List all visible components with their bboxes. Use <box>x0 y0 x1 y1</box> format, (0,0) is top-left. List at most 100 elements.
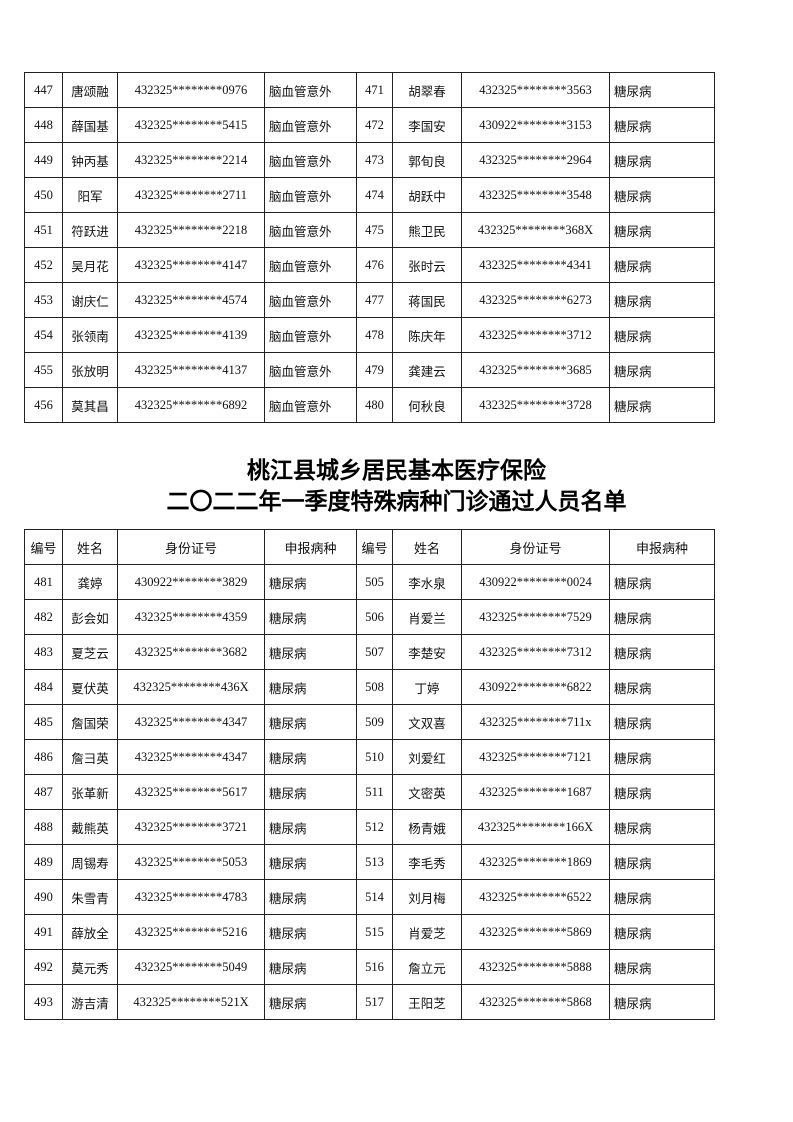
table-cell: 糖尿病 <box>264 879 357 915</box>
table-row: 481 龚婷 430922********3829 糖尿病 505 李水泉 430922**… <box>24 564 715 600</box>
table-cell: 身份证号 <box>461 529 610 565</box>
table-cell: 432325********4341 <box>461 247 610 283</box>
table-cell: 480 <box>356 387 393 423</box>
table-cell: 483 <box>24 634 63 670</box>
table-cell: 448 <box>24 107 63 143</box>
table-cell: 糖尿病 <box>609 739 715 775</box>
table-cell: 脑血管意外 <box>264 387 357 423</box>
table-cell: 479 <box>356 352 393 388</box>
table-row: 484 夏伏英 432325********436X 糖尿病 508 丁婷 430922**… <box>24 669 715 705</box>
table-cell: 李楚安 <box>392 634 462 670</box>
table-cell: 杨青娥 <box>392 809 462 845</box>
table-cell: 432325********3682 <box>117 634 265 670</box>
table-cell: 432325********521X <box>117 984 265 1020</box>
table-cell: 507 <box>356 634 393 670</box>
table-cell: 身份证号 <box>117 529 265 565</box>
table-row: 488 戴熊英 432325********3721 糖尿病 512 杨青娥 432325*… <box>24 809 715 845</box>
table-cell: 453 <box>24 282 63 318</box>
table-cell: 糖尿病 <box>609 844 715 880</box>
table-cell: 486 <box>24 739 63 775</box>
table-cell: 文密英 <box>392 774 462 810</box>
table-row: 490 朱雪青 432325********4783 糖尿病 514 刘月梅 432325*… <box>24 879 715 915</box>
table-cell: 糖尿病 <box>609 564 715 600</box>
table-cell: 513 <box>356 844 393 880</box>
table-cell: 432325********3712 <box>461 317 610 353</box>
table-cell: 詹立元 <box>392 949 462 985</box>
table-cell: 432325********5053 <box>117 844 265 880</box>
table-cell: 糖尿病 <box>264 984 357 1020</box>
table-cell: 477 <box>356 282 393 318</box>
table-cell: 朱雪青 <box>62 879 118 915</box>
table-row: 491 薛放全 432325********5216 糖尿病 515 肖爱芝 432325*… <box>24 914 715 950</box>
table-row: 450 阳军 432325********2711 脑血管意外 474 胡跃中 432325… <box>24 177 715 213</box>
table-cell: 474 <box>356 177 393 213</box>
table-cell: 512 <box>356 809 393 845</box>
table-row: 455 张放明 432325********4137 脑血管意外 479 龚建云 43232… <box>24 352 715 388</box>
table-cell: 脑血管意外 <box>264 177 357 213</box>
table-cell: 432325********4347 <box>117 704 265 740</box>
table-cell: 432325********5617 <box>117 774 265 810</box>
top-table: 447 唐颂融 432325********0976 脑血管意外 471 胡翠春 43232… <box>24 72 715 423</box>
table-cell: 511 <box>356 774 393 810</box>
table-cell: 刘月梅 <box>392 879 462 915</box>
table-cell: 432325********5869 <box>461 914 610 950</box>
table-cell: 龚建云 <box>392 352 462 388</box>
table-cell: 432325********4783 <box>117 879 265 915</box>
table-cell: 492 <box>24 949 63 985</box>
table-cell: 506 <box>356 599 393 635</box>
table-cell: 432325********368X <box>461 212 610 248</box>
table-cell: 糖尿病 <box>609 704 715 740</box>
table-cell: 糖尿病 <box>609 212 715 248</box>
table-cell: 李国安 <box>392 107 462 143</box>
table-cell: 糖尿病 <box>264 704 357 740</box>
table-cell: 张放明 <box>62 352 118 388</box>
table-row: 453 谢庆仁 432325********4574 脑血管意外 477 蒋国民 43232… <box>24 282 715 318</box>
table-cell: 432325********4347 <box>117 739 265 775</box>
table-cell: 514 <box>356 879 393 915</box>
table-cell: 478 <box>356 317 393 353</box>
table-cell: 脑血管意外 <box>264 72 357 108</box>
table-cell: 509 <box>356 704 393 740</box>
table-cell: 471 <box>356 72 393 108</box>
table-cell: 夏伏英 <box>62 669 118 705</box>
table-cell: 432325********2711 <box>117 177 265 213</box>
table-cell: 夏芝云 <box>62 634 118 670</box>
table-cell: 485 <box>24 704 63 740</box>
table-cell: 432325********3548 <box>461 177 610 213</box>
table-cell: 糖尿病 <box>609 984 715 1020</box>
table-cell: 脑血管意外 <box>264 212 357 248</box>
table-cell: 432325********5216 <box>117 914 265 950</box>
table-cell: 糖尿病 <box>609 177 715 213</box>
table-cell: 糖尿病 <box>609 282 715 318</box>
table-cell: 473 <box>356 142 393 178</box>
table-cell: 申报病种 <box>609 529 715 565</box>
table-cell: 454 <box>24 317 63 353</box>
table-cell: 薛放全 <box>62 914 118 950</box>
table-cell: 糖尿病 <box>264 914 357 950</box>
table-cell: 432325********1687 <box>461 774 610 810</box>
table-row: 448 薛国基 432325********5415 脑血管意外 472 李国安 43092… <box>24 107 715 143</box>
table-cell: 493 <box>24 984 63 1020</box>
table-cell: 郭旬良 <box>392 142 462 178</box>
table-cell: 491 <box>24 914 63 950</box>
table-cell: 487 <box>24 774 63 810</box>
table-cell: 脑血管意外 <box>264 142 357 178</box>
table-cell: 肖爱兰 <box>392 599 462 635</box>
table-cell: 447 <box>24 72 63 108</box>
table-cell: 432325********2964 <box>461 142 610 178</box>
table-cell: 张时云 <box>392 247 462 283</box>
table-row: 451 符跃进 432325********2218 脑血管意外 475 熊卫民 43232… <box>24 212 715 248</box>
table-cell: 糖尿病 <box>264 634 357 670</box>
table-cell: 谢庆仁 <box>62 282 118 318</box>
table-cell: 432325********4574 <box>117 282 265 318</box>
table-cell: 糖尿病 <box>609 72 715 108</box>
table-cell: 489 <box>24 844 63 880</box>
table-cell: 432325********7312 <box>461 634 610 670</box>
table-cell: 糖尿病 <box>609 669 715 705</box>
table-cell: 488 <box>24 809 63 845</box>
table-cell: 姓名 <box>392 529 462 565</box>
table-cell: 龚婷 <box>62 564 118 600</box>
table-cell: 517 <box>356 984 393 1020</box>
table-cell: 505 <box>356 564 393 600</box>
table-cell: 432325********4137 <box>117 352 265 388</box>
